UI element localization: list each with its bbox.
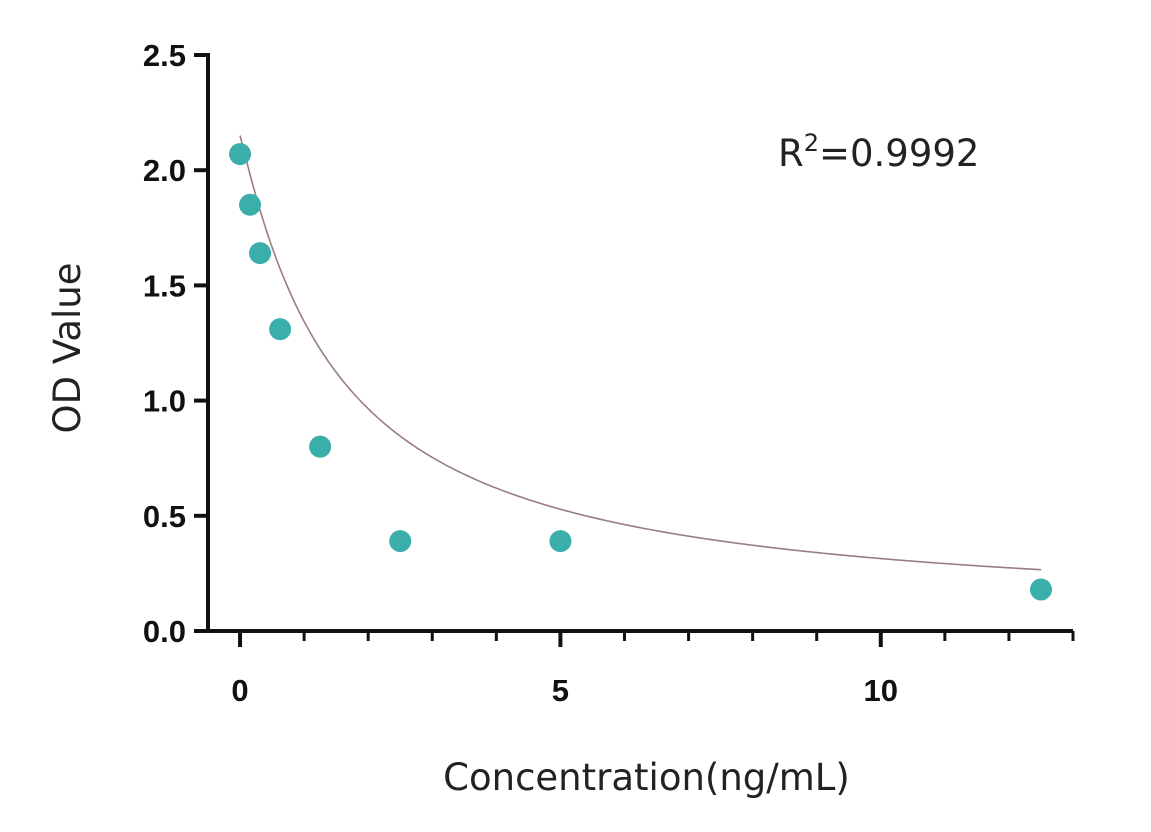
data-point — [549, 530, 572, 553]
data-point — [389, 530, 412, 553]
fit-curve-layer — [239, 135, 1042, 571]
data-point — [239, 193, 262, 216]
data-point — [269, 318, 292, 341]
data-point — [309, 435, 332, 458]
annotation-value: =0.9992 — [819, 132, 979, 175]
data-points — [229, 143, 1052, 601]
y-tick-label: 0.5 — [143, 499, 186, 534]
x-tick-label: 5 — [552, 673, 569, 708]
r-squared-annotation: R2=0.9992 — [778, 129, 979, 175]
data-point — [1029, 578, 1052, 601]
annotation-base: R — [778, 132, 804, 175]
x-tick-label: 10 — [864, 673, 898, 708]
y-tick-label: 1.5 — [143, 268, 186, 303]
axes — [206, 53, 1073, 633]
y-ticks: 0.0 0.5 1.0 1.5 2.0 2.5 — [143, 38, 208, 649]
x-axis-title: Concentration(ng/mL) — [443, 756, 850, 799]
data-point — [249, 242, 272, 265]
annotation-superscript: 2 — [804, 129, 819, 157]
fit-curve — [239, 135, 1042, 571]
y-tick-label: 2.0 — [143, 153, 186, 188]
y-tick-label: 2.5 — [143, 38, 186, 73]
y-axis-title: OD Value — [46, 263, 89, 434]
x-tick-label: 0 — [231, 673, 248, 708]
y-tick-label: 0.0 — [143, 614, 186, 649]
y-tick-label: 1.0 — [143, 384, 186, 419]
data-point — [229, 143, 252, 166]
x-ticks: 0 5 10 — [231, 631, 1075, 708]
